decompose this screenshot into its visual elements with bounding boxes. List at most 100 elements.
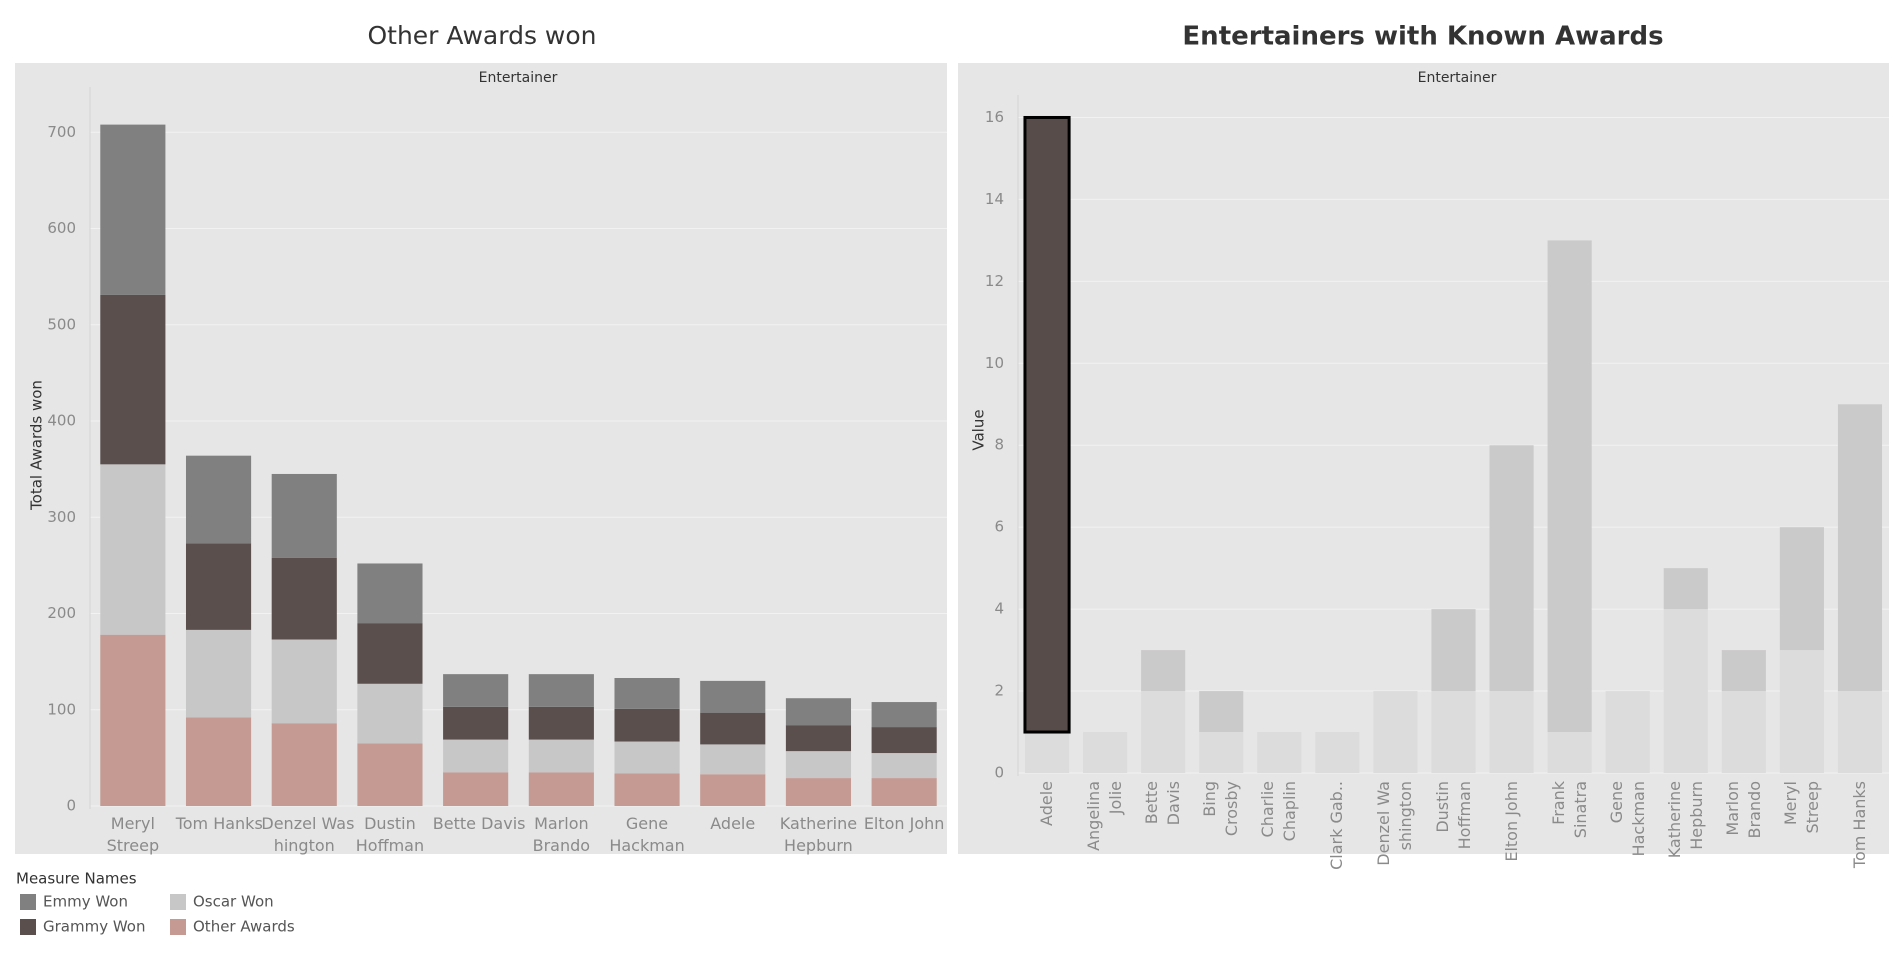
y-tick-label: 14 [985, 190, 1004, 208]
bar-segment [785, 778, 852, 806]
bar-segment [1837, 404, 1883, 692]
x-tick-label: Marlon Brando [532, 814, 591, 855]
bar-segment [100, 634, 166, 806]
x-tick-label: Gene Hackman [609, 814, 685, 855]
bar-segment [271, 723, 337, 806]
legend-swatch [170, 919, 186, 935]
y-tick-label: 0 [66, 797, 76, 815]
column-header: Entertainer [1418, 70, 1497, 86]
bar-segment [785, 725, 852, 752]
bar-segment [357, 623, 423, 684]
bar-segment [871, 727, 937, 754]
x-tick-label: Adele [1037, 781, 1057, 826]
x-tick-label: Meryl Streep [1780, 781, 1822, 834]
bar-segment [443, 674, 509, 707]
bar-segment [871, 753, 937, 779]
bar-segment [1083, 732, 1128, 773]
chart-title: Other Awards won [367, 21, 596, 50]
x-tick-label: Bing Crosby [1200, 781, 1242, 837]
bar-segment [1431, 691, 1476, 773]
bar-segment [700, 680, 766, 713]
bar-segment [1141, 691, 1186, 773]
x-tick-label: Bette Davis [432, 814, 526, 833]
bar-segment [1257, 732, 1302, 773]
bar-segment [614, 708, 680, 742]
bar-segment [1547, 732, 1592, 773]
legend-label: Emmy Won [43, 893, 128, 911]
legend-swatch [20, 919, 36, 935]
y-tick-label: 6 [994, 518, 1004, 536]
column-header: Entertainer [479, 70, 558, 86]
bar-segment [271, 473, 337, 558]
bar-segment [528, 674, 594, 707]
y-tick-label: 600 [47, 219, 76, 237]
bar-segment [185, 629, 252, 718]
bar-segment [1779, 650, 1824, 773]
legend-label: Oscar Won [193, 893, 274, 911]
bar-segment [1663, 568, 1708, 610]
bar-segment [1489, 445, 1534, 692]
bar-segment [871, 702, 937, 728]
bar-segment [1315, 732, 1360, 773]
y-tick-label: 16 [985, 108, 1004, 126]
legend-swatch [20, 894, 36, 910]
bar-segment [185, 543, 252, 630]
bar-segment [1199, 732, 1244, 773]
bar-segment [1779, 527, 1824, 651]
x-tick-label: Tom Hanks [175, 814, 263, 833]
bar-segment [100, 294, 166, 465]
bar-segment [443, 739, 509, 773]
y-tick-label: 8 [994, 436, 1004, 454]
x-tick-label: Katherine Hepburn [779, 814, 858, 855]
y-tick-label: 12 [985, 272, 1004, 290]
bar-segment [1721, 691, 1766, 773]
legend-title: Measure Names [16, 870, 137, 888]
bar-segment [1141, 650, 1186, 692]
x-tick-label: Charlie Chaplin [1258, 781, 1300, 842]
x-tick-label: Elton John [863, 814, 945, 833]
bar-segment [700, 712, 766, 745]
y-tick-label: 700 [47, 123, 76, 141]
bar-segment [528, 706, 594, 740]
y-tick-label: 100 [47, 700, 76, 718]
y-axis-title: Total Awards won [28, 380, 46, 511]
bar-segment [1663, 609, 1708, 773]
y-tick-label: 500 [47, 315, 76, 333]
y-tick-label: 200 [47, 604, 76, 622]
x-tick-label: Adele [710, 814, 756, 833]
bar-segment [1837, 691, 1883, 773]
x-tick-label: Dustin Hoffman [1432, 781, 1474, 850]
bar-segment [1199, 691, 1244, 733]
y-tick-label: 2 [994, 682, 1004, 700]
bar-segment [614, 677, 680, 709]
bar-segment [443, 706, 509, 740]
bar-segment [100, 464, 166, 635]
y-tick-label: 4 [994, 600, 1004, 618]
y-axis-title: Value [970, 409, 988, 450]
bar-segment [185, 455, 252, 544]
legend-label: Other Awards [193, 918, 295, 936]
bar-segment [1023, 115, 1071, 734]
legend-swatch [170, 894, 186, 910]
x-tick-label: Denzel Wa shington [1374, 781, 1416, 866]
bar-segment [785, 698, 852, 726]
y-tick-label: 400 [47, 412, 76, 430]
x-tick-label: Clark Gab.. [1327, 781, 1347, 870]
x-tick-label: Angelina Jolie [1084, 781, 1126, 851]
x-tick-label: Katherine Hepburn [1664, 781, 1706, 859]
bar-segment [528, 739, 594, 773]
bar-segment [1721, 650, 1766, 692]
bar-segment [357, 563, 423, 624]
bar-segment [1605, 691, 1650, 773]
bar-segment [185, 717, 252, 806]
bar-segment [700, 774, 766, 806]
x-tick-label: Elton John [1501, 781, 1521, 862]
bar-segment [100, 124, 166, 295]
bar-segment [700, 744, 766, 775]
x-tick-label: Tom Hanks [1849, 781, 1869, 869]
bar-segment [785, 751, 852, 779]
x-tick-label: Gene Hackman [1606, 781, 1648, 857]
x-tick-label: Marlon Brando [1722, 781, 1764, 839]
bar-segment [528, 772, 594, 806]
